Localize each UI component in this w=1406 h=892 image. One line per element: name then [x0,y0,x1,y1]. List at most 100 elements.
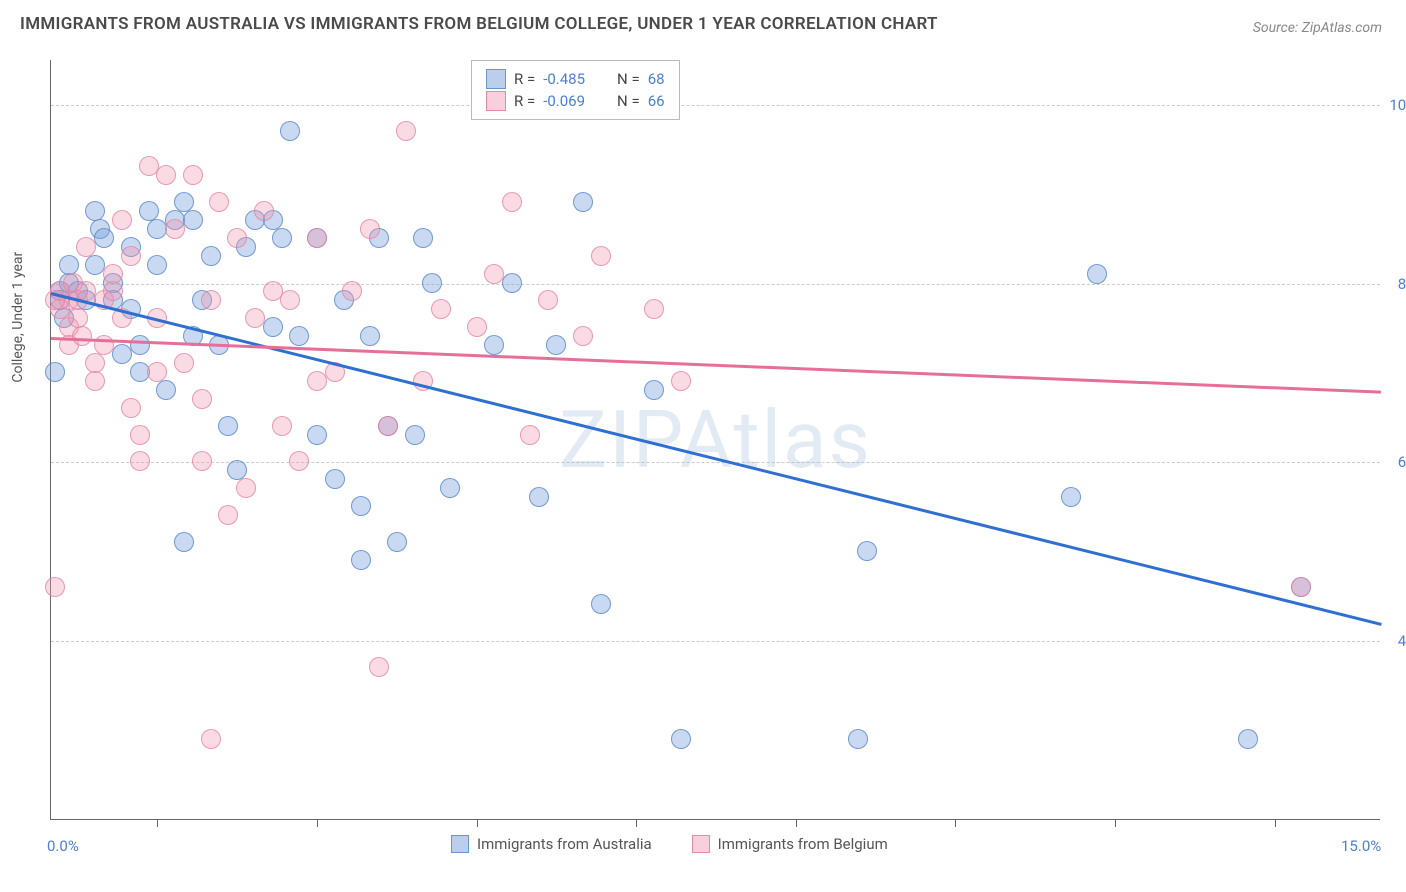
trend-line [51,337,1381,393]
data-point [848,729,868,749]
data-point [130,451,150,471]
x-tick [157,819,158,827]
legend-label: Immigrants from Australia [477,835,652,853]
data-point [378,416,398,436]
data-point [72,326,92,346]
data-point [529,487,549,507]
data-point [289,326,309,346]
gridline [51,105,1380,106]
gridline [51,284,1380,285]
chart-title: IMMIGRANTS FROM AUSTRALIA VS IMMIGRANTS … [20,14,938,34]
legend-swatch [486,69,506,89]
data-point [201,729,221,749]
legend-series-item: Immigrants from Belgium [692,835,888,853]
data-point [183,210,203,230]
legend-stat-row: R = -0.069 N = 66 [486,91,665,111]
series-legend: Immigrants from Australia Immigrants from… [451,833,888,855]
data-point [591,594,611,614]
data-point [644,380,664,400]
data-point [369,657,389,677]
data-point [396,121,416,141]
data-point [103,264,123,284]
legend-series-item: Immigrants from Australia [451,835,652,853]
data-point [201,290,221,310]
data-point [502,273,522,293]
data-point [857,541,877,561]
data-point [174,532,194,552]
data-point [671,729,691,749]
data-point [1087,264,1107,284]
data-point [192,451,212,471]
data-point [351,496,371,516]
legend-label: Immigrants from Belgium [718,835,888,853]
data-point [520,425,540,445]
data-point [130,425,150,445]
data-point [227,228,247,248]
r-value: -0.069 [543,92,585,110]
data-point [307,228,327,248]
gridline [51,462,1380,463]
data-point [94,228,114,248]
n-value: 66 [648,92,665,110]
data-point [467,317,487,337]
legend-swatch [486,91,506,111]
data-point [538,290,558,310]
x-tick [796,819,797,827]
data-point [484,335,504,355]
legend-swatch [451,835,469,853]
data-point [263,317,283,337]
x-tick [636,819,637,827]
data-point [272,228,292,248]
y-tick-label: 60.0% [1398,453,1406,471]
stat-label: R = [514,70,535,88]
data-point [405,425,425,445]
data-point [573,326,593,346]
y-tick-label: 80.0% [1398,275,1406,293]
gridline [51,641,1380,642]
data-point [245,308,265,328]
x-tick [955,819,956,827]
data-point [546,335,566,355]
r-value: -0.485 [543,70,585,88]
x-tick-label: 0.0% [47,837,79,855]
data-point [147,255,167,275]
x-tick [1275,819,1276,827]
trend-line [51,293,1382,626]
x-tick-label: 15.0% [1341,837,1381,855]
legend-swatch [692,835,710,853]
data-point [112,210,132,230]
scatter-plot-area: ZIPAtlas R = -0.485N = 68R = -0.069N = 6… [50,60,1380,820]
stat-label: R = [514,92,535,110]
data-point [1291,577,1311,597]
data-point [192,389,212,409]
data-point [156,165,176,185]
data-point [147,362,167,382]
data-point [85,371,105,391]
x-tick [317,819,318,827]
y-tick-label: 40.0% [1398,632,1406,650]
data-point [121,246,141,266]
data-point [342,281,362,301]
data-point [156,380,176,400]
data-point [307,425,327,445]
data-point [360,326,380,346]
data-point [413,228,433,248]
y-axis-title: College, Under 1 year [10,252,26,383]
source-credit: Source: ZipAtlas.com [1253,20,1382,36]
data-point [351,550,371,570]
data-point [422,273,442,293]
data-point [236,478,256,498]
data-point [289,451,309,471]
x-tick [1115,819,1116,827]
data-point [431,299,451,319]
x-tick [477,819,478,827]
legend-stat-row: R = -0.485N = 68 [486,69,665,89]
data-point [1061,487,1081,507]
data-point [59,255,79,275]
stat-label: N = [617,92,640,110]
data-point [644,299,664,319]
watermark-text: ZIPAtlas [559,393,872,487]
data-point [591,246,611,266]
data-point [440,478,460,498]
data-point [280,121,300,141]
